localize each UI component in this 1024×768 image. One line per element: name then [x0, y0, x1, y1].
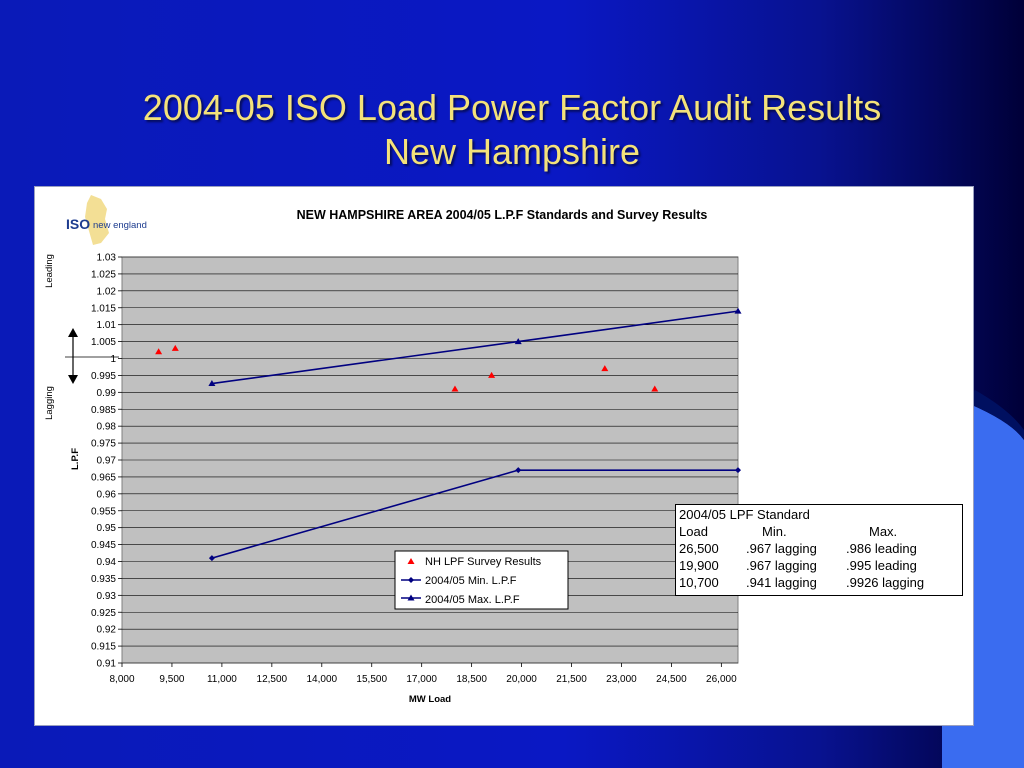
- x-tick-label: 14,000: [306, 674, 337, 685]
- y-tick-label: 0.955: [91, 506, 116, 517]
- x-tick-label: 11,000: [207, 674, 237, 685]
- legend-label-min: 2004/05 Min. L.P.F: [425, 575, 517, 587]
- y-tick-label: 1: [110, 354, 116, 365]
- row-max: .9926 lagging: [846, 575, 925, 590]
- legend-item-min: 2004/05 Min. L.P.F: [401, 575, 517, 587]
- legend-label-max: 2004/05 Max. L.P.F: [425, 594, 520, 606]
- x-tick-label: 9,500: [159, 674, 184, 685]
- x-tick-label: 24,500: [656, 674, 687, 685]
- row-load: 26,500: [679, 541, 719, 556]
- data-point: [208, 380, 216, 387]
- x-tick-label: 20,000: [506, 674, 537, 685]
- y-axis-leading-label: Leading: [44, 254, 55, 288]
- y-tick-label: 0.965: [91, 472, 116, 483]
- x-axis-ticks: 8,000 9,500 11,000 12,500 14,000 15,500 17,000…: [109, 663, 737, 685]
- data-point: [208, 555, 215, 562]
- y-tick-label: 0.935: [91, 574, 116, 585]
- data-point: [735, 467, 741, 474]
- header-load: Load: [679, 524, 708, 539]
- y-tick-label: 0.91: [97, 659, 117, 670]
- y-tick-label: 1.015: [91, 303, 116, 314]
- header-min: Min.: [762, 524, 787, 539]
- data-point: [515, 467, 522, 474]
- data-point: [155, 348, 163, 355]
- data-point: [651, 385, 659, 392]
- y-tick-label: 0.98: [97, 422, 117, 433]
- standard-table-header-row: Load Min. Max.: [676, 524, 962, 541]
- data-point: [171, 344, 179, 351]
- y-tick-label: 1.03: [97, 253, 117, 264]
- x-tick-label: 21,500: [556, 674, 587, 685]
- y-axis-lagging-label: Lagging: [44, 386, 55, 420]
- row-load: 19,900: [679, 558, 719, 573]
- lpf-chart: ISO new england NEW HAMPSHIRE AREA 2004/…: [44, 195, 742, 705]
- legend-label-survey: NH LPF Survey Results: [425, 556, 542, 568]
- iso-new-england-logo: ISO new england: [66, 195, 147, 245]
- y-tick-label: 0.96: [97, 489, 117, 500]
- x-tick-label: 12,500: [257, 674, 288, 685]
- data-point: [514, 338, 522, 345]
- x-tick-label: 18,500: [456, 674, 487, 685]
- y-tick-label: 0.945: [91, 540, 116, 551]
- logo-sub-text: new england: [93, 220, 147, 231]
- leading-lagging-arrow: [65, 328, 119, 384]
- slide-title-line1: 2004-05 ISO Load Power Factor Audit Resu…: [142, 87, 882, 128]
- row-load: 10,700: [679, 575, 719, 590]
- data-point: [601, 365, 609, 372]
- chart-legend: NH LPF Survey Results 2004/05 Min. L.P.F…: [394, 550, 569, 610]
- y-axis-ticks: 0.91 0.915 0.92 0.925 0.93 0.935 0.94 0.945 0.95…: [91, 253, 122, 670]
- logo-brand-text: ISO: [66, 216, 90, 232]
- y-tick-label: 0.94: [97, 557, 117, 568]
- row-max: .995 leading: [846, 558, 917, 573]
- x-tick-label: 8,000: [109, 674, 134, 685]
- series-2: [208, 307, 742, 387]
- y-tick-label: 1.005: [91, 337, 116, 348]
- x-tick-label: 15,500: [356, 674, 387, 685]
- chart-panel: ISO new england NEW HAMPSHIRE AREA 2004/…: [34, 186, 974, 726]
- header-max: Max.: [869, 524, 898, 539]
- standard-table-heading: 2004/05 LPF Standard: [679, 507, 810, 522]
- series-1: [208, 467, 741, 562]
- y-tick-label: 0.92: [97, 625, 117, 636]
- standard-table-row: 19,900 .967 lagging .995 leading: [676, 558, 962, 575]
- x-tick-label: 23,000: [606, 674, 637, 685]
- standard-table-row: 26,500 .967 lagging .986 leading: [676, 541, 962, 558]
- y-tick-label: 1.01: [97, 320, 117, 331]
- y-tick-label: 1.02: [97, 286, 117, 297]
- y-tick-label: 1.025: [91, 269, 116, 280]
- series-layer: [155, 307, 742, 562]
- y-tick-label: 0.93: [97, 591, 117, 602]
- y-tick-label: 0.915: [91, 642, 116, 653]
- y-tick-label: 0.975: [91, 439, 116, 450]
- row-min: .967 lagging: [746, 558, 817, 573]
- data-point: [734, 307, 742, 314]
- row-min: .941 lagging: [746, 575, 817, 590]
- legend-item-max: 2004/05 Max. L.P.F: [401, 594, 520, 606]
- row-min: .967 lagging: [746, 541, 817, 556]
- y-axis-title: L.P.F: [70, 448, 81, 470]
- y-tick-label: 0.97: [97, 456, 117, 467]
- y-tick-label: 0.925: [91, 608, 116, 619]
- x-tick-label: 26,000: [706, 674, 737, 685]
- standard-table-row: 10,700 .941 lagging .9926 lagging: [676, 575, 962, 592]
- slide-title-line2: New Hampshire: [383, 131, 641, 172]
- row-max: .986 leading: [846, 541, 917, 556]
- legend-item-survey: NH LPF Survey Results: [407, 556, 542, 568]
- x-tick-label: 17,000: [406, 674, 437, 685]
- series-0: [155, 344, 659, 392]
- data-point: [451, 385, 459, 392]
- x-axis-title: MW Load: [409, 694, 451, 705]
- slide-title: 2004-05 ISO Load Power Factor Audit Resu…: [0, 86, 1024, 174]
- y-tick-label: 0.985: [91, 405, 116, 416]
- y-tick-label: 0.995: [91, 371, 116, 382]
- y-tick-label: 0.99: [97, 388, 117, 399]
- y-tick-label: 0.95: [97, 523, 117, 534]
- data-point: [488, 371, 496, 378]
- lpf-standard-table: 2004/05 LPF Standard Load Min. Max. 26,5…: [675, 504, 963, 596]
- chart-title: NEW HAMPSHIRE AREA 2004/05 L.P.F Standar…: [297, 208, 708, 222]
